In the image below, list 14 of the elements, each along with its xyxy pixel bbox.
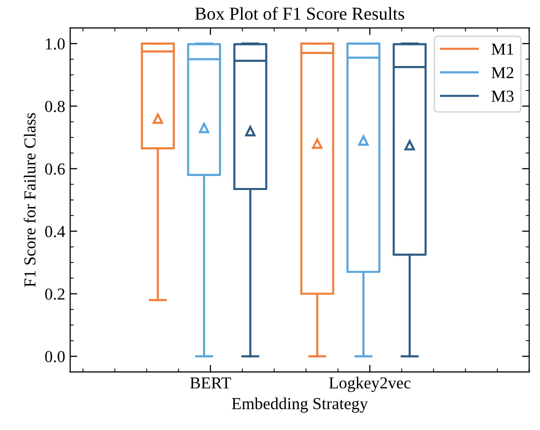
legend-label: M1 — [492, 44, 514, 55]
y-tick-label: 1.0 — [46, 38, 65, 50]
chart-title: Box Plot of F1 Score Results — [195, 6, 404, 20]
y-tick-label: 0.2 — [45, 288, 64, 300]
y-tick-label: 0.6 — [45, 163, 65, 175]
legend-label: M2 — [492, 67, 514, 78]
y-tick-label: 0.0 — [45, 351, 65, 362]
x-axis-title: Embedding Strategy — [232, 398, 368, 413]
y-tick-label: 0.4 — [45, 226, 66, 238]
x-tick-label: Logkey2vec — [329, 376, 410, 392]
y-axis-title: F1 Score for Failure Class — [24, 113, 36, 287]
y-tick-label: 0.8 — [45, 100, 65, 112]
x-tick-label: BERT — [190, 377, 231, 388]
legend-label: M3 — [492, 90, 514, 102]
